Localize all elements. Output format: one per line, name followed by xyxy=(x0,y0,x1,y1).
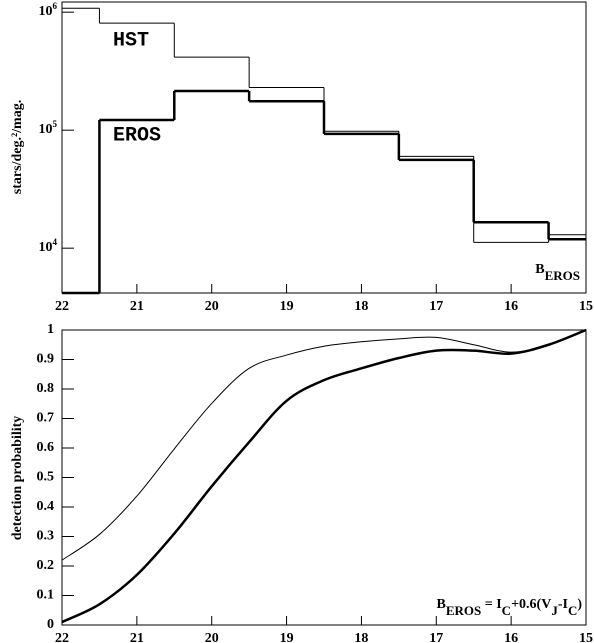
annotation-subscript: EROS xyxy=(446,603,481,618)
tick-base: 10 xyxy=(39,4,53,19)
x-tick-label: 18 xyxy=(354,299,368,314)
x-tick-label: 18 xyxy=(354,631,368,643)
series-label: EROS xyxy=(113,124,161,147)
x-tick-label: 16 xyxy=(504,299,518,314)
y-tick-label: 0.7 xyxy=(37,411,55,426)
x-tick-label: 15 xyxy=(579,631,593,643)
tick-exponent: 6 xyxy=(53,1,58,11)
annotation: BEROS = IC+0.6(VJ-IC) xyxy=(436,597,582,618)
tick-base: 10 xyxy=(39,122,53,137)
y-axis-label: detection probability xyxy=(10,416,25,541)
x-tick-label: 20 xyxy=(205,631,219,643)
x-tick-label: 19 xyxy=(280,631,294,643)
annotation-text: ) xyxy=(577,597,582,612)
x-tick-label: 17 xyxy=(429,631,443,643)
y-tick-label: 106 xyxy=(39,1,58,19)
y-tick-label: 0 xyxy=(47,617,54,632)
probability-curve xyxy=(61,328,587,624)
y-tick-label: 0.9 xyxy=(37,352,55,367)
x-tick-label: 19 xyxy=(280,299,294,314)
y-tick-label: 0.3 xyxy=(37,529,55,544)
y-tick-label: 105 xyxy=(39,119,58,137)
annotation-text: B xyxy=(436,597,445,612)
y-tick-label: 0.5 xyxy=(37,470,55,485)
annotation-text: B xyxy=(535,262,544,277)
y-tick-label: 1 xyxy=(47,322,54,337)
tick-base: 10 xyxy=(39,240,53,255)
y-tick-label: 0.6 xyxy=(37,440,55,455)
annotation-text: -I xyxy=(558,597,568,612)
annotation-text: = I xyxy=(481,597,501,612)
x-tick-label: 20 xyxy=(205,299,219,314)
tick-exponent: 4 xyxy=(53,237,58,247)
x-tick-label: 21 xyxy=(130,631,144,643)
annotation-subscript: C xyxy=(502,603,511,618)
annotation-subscript: C xyxy=(568,603,577,618)
y-axis-label: stars/deg.²/mag. xyxy=(10,100,25,194)
plot-frame xyxy=(61,1,587,294)
y-tick-label: 0.2 xyxy=(37,558,55,573)
x-tick-label: 16 xyxy=(504,631,518,643)
tick-exponent: 5 xyxy=(53,119,58,129)
annotation-text: +0.6(V xyxy=(511,597,551,612)
y-tick-label: 0.8 xyxy=(37,381,55,396)
x-tick-label: 17 xyxy=(429,299,443,314)
y-tick-label: 104 xyxy=(39,237,58,255)
y-tick-label: 0.4 xyxy=(37,499,55,514)
annotation-subscript: EROS xyxy=(545,268,580,283)
x-tick-label: 15 xyxy=(579,299,593,314)
x-tick-label: 22 xyxy=(55,631,69,643)
x-tick-label: 21 xyxy=(130,299,144,314)
series-label: HST xyxy=(113,29,149,52)
y-tick-label: 0.1 xyxy=(37,588,55,603)
x-tick-label: 22 xyxy=(55,299,69,314)
annotation-subscript: J xyxy=(551,603,558,618)
probability-curve xyxy=(61,329,587,561)
plot-frame xyxy=(61,329,587,626)
annotation: BEROS xyxy=(535,262,580,283)
